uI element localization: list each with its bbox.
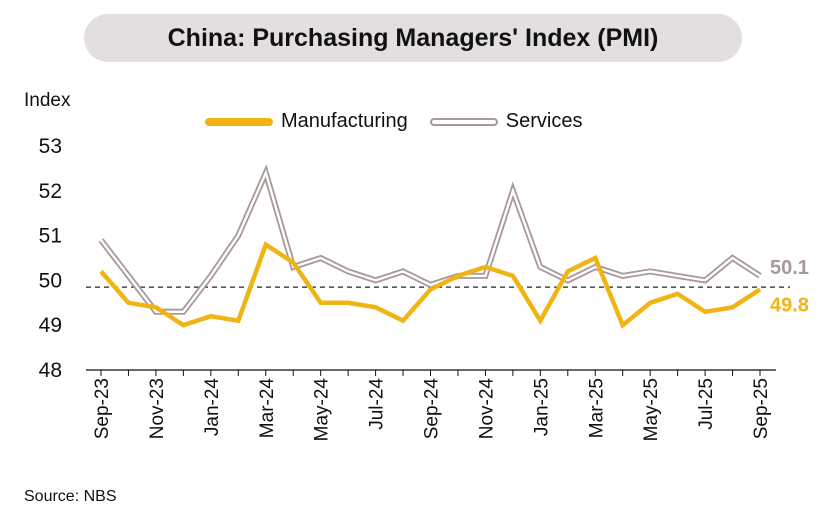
manufacturing-line [99,241,762,329]
x-tick-label: Sep-23 [92,378,113,439]
services-line-inner [100,169,761,313]
x-tick-label: Nov-23 [147,378,168,439]
y-axis-label: Index [24,90,71,111]
legend-item-services: Services [429,110,583,133]
x-tick-label: Jan-25 [531,378,552,436]
chart-title: China: Purchasing Managers' Index (PMI) [167,23,659,52]
y-tick-label: 48 [39,359,62,382]
x-tick-label: Sep-24 [422,378,443,440]
x-tick-label: Mar-24 [257,378,278,439]
legend-swatch-services [429,117,498,126]
source-note: Source: NBS [24,488,117,505]
services-end-label: 50.1 [770,257,809,279]
legend-label-manufacturing: Manufacturing [281,110,408,132]
legend-label-services: Services [505,110,583,132]
y-tick-label: 51 [39,225,62,248]
x-tick-label: Nov-24 [476,378,497,440]
y-tick-label: 52 [39,180,62,203]
legend-swatch-manufacturing [205,117,273,126]
chart-title-banner: China: Purchasing Managers' Index (PMI) [84,14,742,62]
y-tick-label: 50 [39,269,62,292]
x-tick-label: May-24 [312,378,333,442]
y-tick-label: 53 [39,135,62,158]
legend-item-manufacturing: Manufacturing [205,110,408,133]
y-tick-label: 49 [39,314,62,337]
x-tick-label: May-25 [641,378,662,441]
x-tick-label: Jul-25 [696,378,717,430]
x-tick-label: Jan-24 [202,378,223,437]
x-tick-label: Mar-25 [586,378,607,438]
manufacturing-end-label: 49.8 [770,294,809,316]
x-tick-label: Sep-25 [751,378,772,439]
x-tick-label: Jul-24 [367,378,388,430]
legend: Manufacturing Services [205,110,604,133]
